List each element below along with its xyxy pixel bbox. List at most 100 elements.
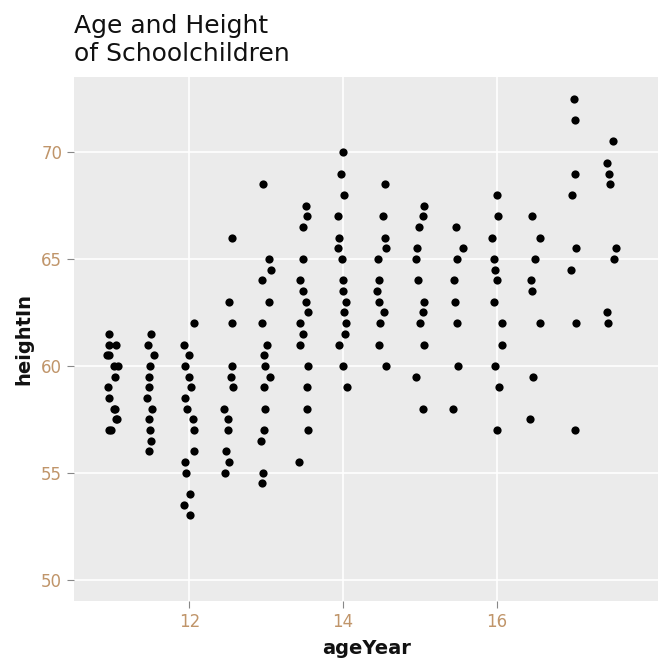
Point bbox=[220, 446, 231, 457]
Point bbox=[185, 510, 196, 521]
Point bbox=[259, 425, 269, 435]
Point bbox=[256, 275, 267, 286]
Point bbox=[187, 414, 198, 425]
Point bbox=[143, 446, 154, 457]
Point bbox=[223, 414, 234, 425]
Point bbox=[379, 307, 390, 318]
Point bbox=[300, 200, 311, 211]
Point bbox=[102, 382, 113, 392]
Point bbox=[452, 318, 463, 329]
Point bbox=[458, 243, 468, 254]
Point bbox=[565, 264, 576, 275]
Point bbox=[340, 329, 351, 339]
Point bbox=[535, 233, 546, 243]
Point bbox=[142, 392, 153, 403]
Point bbox=[110, 403, 120, 414]
Point bbox=[491, 425, 502, 435]
Point bbox=[411, 243, 422, 254]
Point bbox=[372, 286, 382, 296]
Point bbox=[106, 425, 116, 435]
Point bbox=[374, 275, 384, 286]
Point bbox=[300, 296, 311, 307]
Point bbox=[302, 211, 312, 222]
Point bbox=[263, 253, 274, 264]
Point bbox=[374, 339, 384, 350]
Point bbox=[189, 425, 200, 435]
Point bbox=[530, 253, 540, 264]
Point bbox=[297, 222, 308, 233]
Point bbox=[294, 339, 305, 350]
Point bbox=[222, 425, 233, 435]
Point bbox=[180, 467, 191, 478]
Point bbox=[419, 296, 429, 307]
Point bbox=[333, 211, 343, 222]
Point bbox=[528, 371, 538, 382]
Point bbox=[333, 339, 344, 350]
Point bbox=[491, 190, 502, 200]
Point bbox=[337, 360, 348, 371]
Point bbox=[448, 403, 458, 414]
Point bbox=[302, 382, 312, 392]
Point bbox=[451, 222, 462, 233]
Point bbox=[601, 307, 612, 318]
Point bbox=[603, 168, 614, 179]
Y-axis label: heightIn: heightIn bbox=[14, 293, 33, 385]
Point bbox=[257, 318, 267, 329]
Point bbox=[372, 253, 383, 264]
Point bbox=[298, 286, 308, 296]
Point bbox=[487, 233, 497, 243]
Point bbox=[489, 253, 500, 264]
Point bbox=[108, 360, 119, 371]
Point bbox=[335, 168, 346, 179]
Point bbox=[526, 275, 537, 286]
Point bbox=[411, 371, 422, 382]
Point bbox=[257, 179, 268, 190]
Point bbox=[146, 435, 157, 446]
Point bbox=[149, 350, 159, 361]
Point bbox=[259, 360, 270, 371]
Point bbox=[450, 296, 461, 307]
Point bbox=[493, 211, 503, 222]
Point bbox=[297, 253, 308, 264]
Point bbox=[264, 296, 275, 307]
Point bbox=[295, 318, 306, 329]
Point bbox=[451, 253, 462, 264]
Point bbox=[182, 403, 193, 414]
Point bbox=[259, 350, 269, 361]
Point bbox=[103, 329, 114, 339]
Point bbox=[111, 339, 122, 350]
Point bbox=[566, 190, 577, 200]
Point bbox=[413, 275, 423, 286]
Point bbox=[258, 382, 269, 392]
Point bbox=[419, 339, 429, 350]
Point bbox=[418, 307, 429, 318]
Point bbox=[491, 275, 502, 286]
Point bbox=[144, 371, 155, 382]
Point bbox=[264, 371, 275, 382]
Point bbox=[527, 211, 538, 222]
Point bbox=[145, 360, 156, 371]
Point bbox=[103, 425, 114, 435]
Point bbox=[571, 318, 582, 329]
Point bbox=[415, 318, 425, 329]
Point bbox=[112, 360, 123, 371]
Point bbox=[380, 233, 390, 243]
Point bbox=[601, 157, 612, 168]
Point bbox=[185, 489, 196, 499]
Point bbox=[338, 146, 349, 157]
Point bbox=[527, 286, 538, 296]
Point bbox=[102, 350, 113, 361]
Point bbox=[341, 296, 351, 307]
Point bbox=[534, 318, 545, 329]
Point bbox=[144, 425, 155, 435]
Point bbox=[143, 414, 154, 425]
Point bbox=[497, 339, 507, 350]
Point bbox=[224, 457, 235, 468]
Point bbox=[525, 414, 536, 425]
Point bbox=[183, 371, 194, 382]
Point bbox=[570, 425, 581, 435]
Point bbox=[419, 200, 429, 211]
Point bbox=[110, 371, 120, 382]
Point bbox=[610, 243, 621, 254]
Point bbox=[497, 318, 507, 329]
